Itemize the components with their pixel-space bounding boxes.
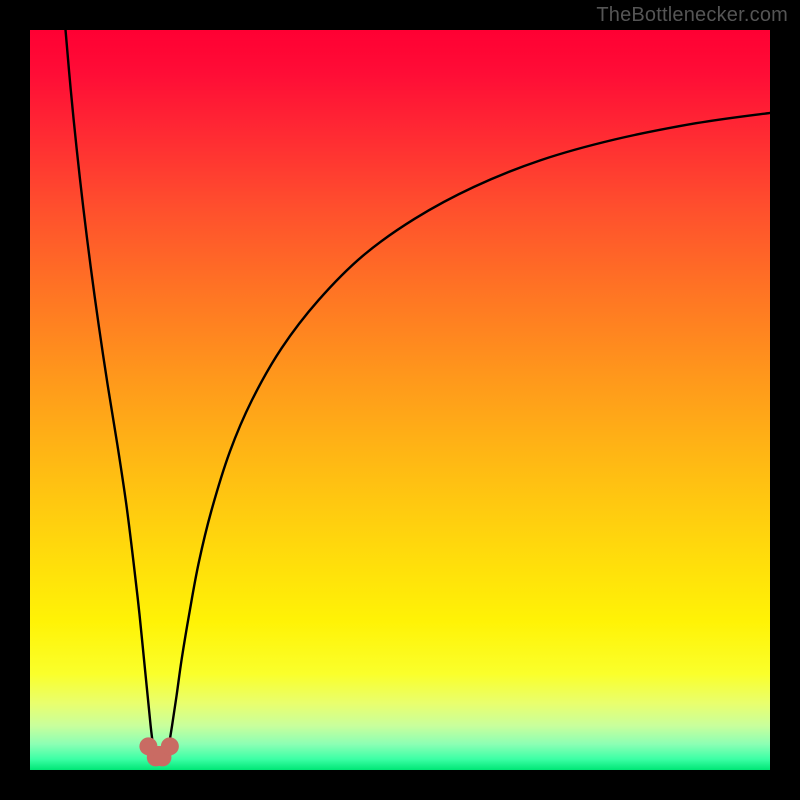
bottleneck-chart [0,0,800,800]
watermark-text: TheBottlenecker.com [596,4,788,27]
chart-plot-area [30,30,770,770]
optimum-marker-3 [161,737,179,755]
